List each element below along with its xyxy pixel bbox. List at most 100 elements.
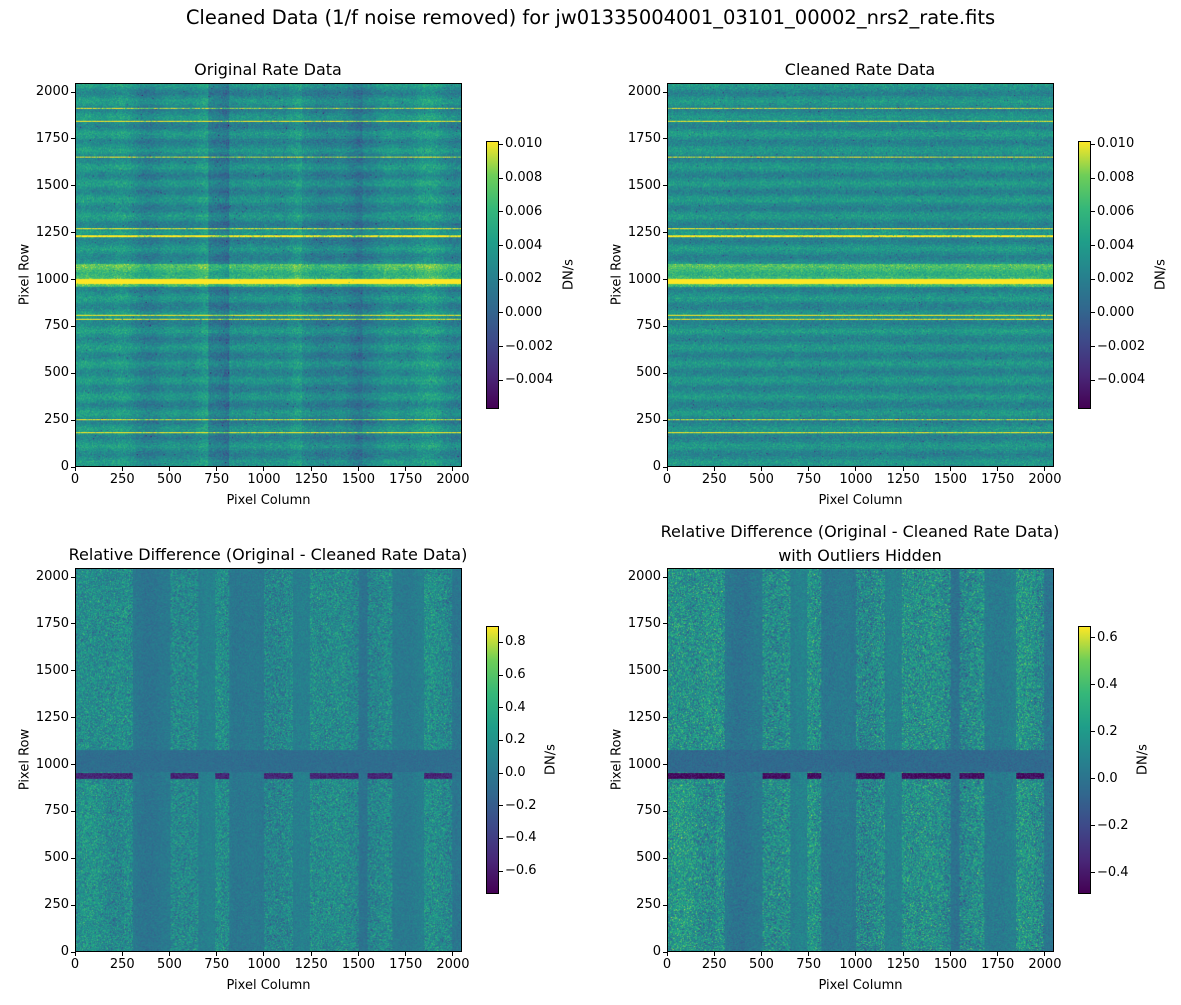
colorbar-tick-mark [499, 772, 503, 774]
colorbar-tick-mark [1091, 637, 1095, 639]
x-tick-label: 2000 [436, 957, 470, 972]
colorbar [1078, 626, 1091, 894]
colorbar-tick-label: 0.004 [505, 237, 543, 253]
heatmap-image [76, 569, 461, 951]
y-tick-label: 2000 [627, 569, 661, 584]
y-tick-mark [71, 419, 75, 421]
colorbar-tick-mark [499, 278, 503, 280]
heatmap-axes[interactable] [667, 568, 1054, 952]
y-tick-mark [663, 951, 667, 953]
colorbar-tick-mark [499, 312, 503, 314]
x-tick-label: 2000 [1028, 957, 1062, 972]
x-tick-label: 1000 [247, 957, 281, 972]
colorbar-tick-label: 0.000 [505, 304, 543, 320]
colorbar-tick-mark [1091, 177, 1095, 179]
colorbar-tick-label: 0.6 [505, 667, 526, 683]
colorbar-tick-label: 0.2 [505, 732, 526, 748]
x-tick-label: 2000 [436, 472, 470, 487]
colorbar-tick-mark [499, 739, 503, 741]
heatmap-axes[interactable] [75, 568, 462, 952]
colorbar-tick-mark [499, 805, 503, 807]
colorbar-tick-mark [1091, 346, 1095, 348]
x-tick-mark [357, 952, 359, 956]
colorbar-label: DN/s [561, 259, 577, 290]
colorbar-tick-mark [499, 837, 503, 839]
colorbar-tick-label: 0.006 [505, 203, 543, 219]
colorbar-tick-label: −0.002 [1097, 338, 1146, 354]
x-tick-mark [902, 467, 904, 471]
x-tick-mark [121, 952, 123, 956]
y-tick-label: 250 [636, 412, 661, 428]
y-tick-label: 1250 [35, 224, 69, 240]
y-tick-label: 1250 [627, 709, 661, 725]
x-tick-mark [74, 952, 76, 956]
colorbar [1078, 141, 1091, 409]
x-tick-label: 1000 [839, 957, 873, 972]
y-tick-label: 1500 [35, 177, 69, 193]
y-tick-mark [71, 764, 75, 765]
y-axis-label: Pixel Row [17, 243, 33, 306]
x-tick-mark [760, 467, 762, 471]
colorbar-tick-label: 0.8 [505, 634, 526, 650]
x-tick-label: 1750 [389, 472, 423, 487]
x-tick-mark [713, 467, 715, 471]
y-tick-label: 250 [44, 897, 69, 913]
colorbar-tick-label: −0.002 [505, 338, 554, 354]
colorbar-tick-mark [499, 245, 503, 246]
colorbar-tick-label: 0.0 [1097, 770, 1118, 786]
y-tick-mark [663, 138, 667, 140]
y-tick-mark [71, 91, 75, 93]
colorbar-tick-label: 0.008 [1097, 170, 1135, 186]
y-tick-mark [71, 623, 75, 625]
x-tick-mark [808, 952, 810, 956]
x-tick-mark [263, 952, 265, 956]
y-tick-mark [71, 857, 75, 859]
x-tick-mark [760, 952, 762, 956]
y-tick-label: 1500 [627, 662, 661, 678]
colorbar-tick-label: −0.2 [1097, 817, 1129, 833]
x-tick-mark [666, 952, 668, 956]
colorbar-tick-mark [499, 177, 503, 179]
colorbar-tick-label: −0.4 [505, 830, 537, 846]
colorbar-tick-mark [1091, 825, 1095, 827]
x-tick-mark [855, 952, 857, 956]
heatmap-axes[interactable] [75, 83, 462, 467]
heatmap-axes[interactable] [667, 83, 1054, 467]
y-tick-label: 750 [636, 803, 661, 819]
x-tick-mark [405, 467, 407, 471]
y-tick-label: 1750 [35, 130, 69, 146]
y-tick-label: 1000 [35, 756, 69, 772]
colorbar-tick-mark [499, 346, 503, 348]
heatmap-image [668, 569, 1053, 951]
y-tick-label: 500 [636, 850, 661, 866]
colorbar-tick-label: −0.004 [505, 372, 554, 388]
x-tick-label: 500 [157, 472, 182, 487]
y-tick-mark [71, 279, 75, 280]
y-tick-label: 1000 [627, 271, 661, 287]
y-tick-label: 2000 [35, 84, 69, 99]
y-tick-label: 2000 [35, 569, 69, 584]
x-tick-label: 0 [662, 957, 672, 972]
x-tick-label: 0 [70, 957, 80, 972]
colorbar-tick-label: −0.4 [1097, 864, 1129, 880]
colorbar-tick-label: 0.002 [1097, 271, 1135, 287]
colorbar-tick-label: 0.008 [505, 170, 543, 186]
x-tick-mark [405, 952, 407, 956]
colorbar-tick-label: 0.002 [505, 271, 543, 287]
colorbar-tick-label: 0.006 [1097, 203, 1135, 219]
y-tick-mark [71, 951, 75, 953]
x-tick-label: 1250 [886, 957, 920, 972]
y-tick-label: 0 [652, 459, 661, 474]
x-tick-mark [666, 467, 668, 471]
x-tick-mark [997, 467, 999, 471]
x-tick-label: 1250 [294, 472, 328, 487]
x-axis-label: Pixel Column [226, 493, 311, 508]
y-tick-mark [71, 138, 75, 140]
colorbar-tick-mark [499, 143, 503, 145]
x-axis-label: Pixel Column [818, 493, 903, 508]
y-tick-mark [663, 325, 667, 327]
y-tick-mark [71, 717, 75, 719]
panel-subtitle: with Outliers Hidden [778, 546, 942, 565]
colorbar-tick-mark [499, 641, 503, 643]
